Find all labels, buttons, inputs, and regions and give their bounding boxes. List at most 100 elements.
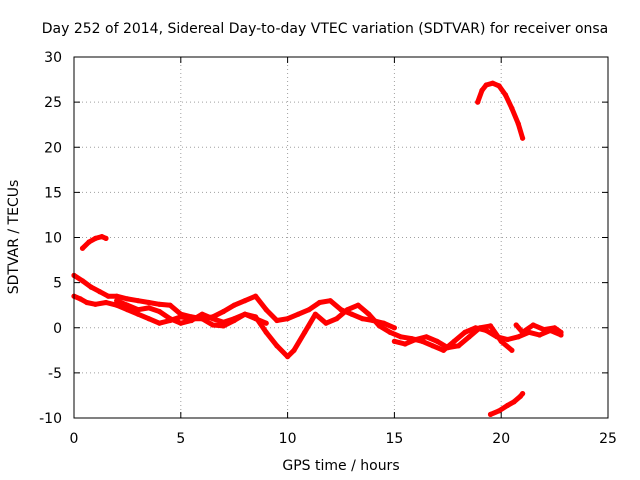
data-point	[487, 411, 494, 417]
data-point	[537, 332, 543, 338]
data-point	[509, 105, 515, 111]
data-point	[263, 307, 269, 313]
data-point	[86, 239, 92, 245]
data-point	[231, 302, 237, 308]
data-point	[520, 391, 526, 397]
data-point	[156, 320, 162, 326]
data-point	[135, 311, 141, 317]
data-point	[511, 399, 517, 405]
data-point	[338, 307, 344, 313]
data-point	[88, 284, 94, 290]
data-point	[552, 325, 558, 331]
y-tick-label: 25	[44, 95, 62, 111]
data-point	[99, 234, 105, 240]
data-point	[285, 316, 291, 322]
data-point	[105, 293, 111, 299]
data-point	[334, 316, 340, 322]
data-point	[124, 302, 130, 308]
y-axis-label: SDTVAR / TECUs	[6, 180, 22, 295]
y-tick-labels: -10 -5 0 5 10 15 20 25 30	[39, 50, 62, 427]
data-point	[509, 347, 515, 353]
data-point	[84, 299, 90, 306]
y-tick-label: 5	[53, 276, 62, 292]
data-point	[317, 299, 323, 306]
data-point	[156, 301, 162, 307]
data-point	[306, 307, 312, 313]
data-point	[505, 336, 511, 343]
y-tick-label: 15	[44, 185, 62, 201]
data-point	[520, 329, 526, 335]
data-point	[398, 334, 404, 340]
data-point	[156, 308, 162, 315]
data-point	[312, 311, 318, 317]
data-point	[496, 83, 502, 89]
y-tick-label: 0	[53, 321, 62, 337]
series-group	[71, 80, 564, 417]
data-point	[462, 329, 468, 335]
data-point	[505, 402, 511, 408]
data-point	[541, 327, 547, 333]
data-point	[381, 320, 387, 326]
data-point	[366, 311, 372, 317]
data-point	[231, 316, 237, 322]
data-point	[146, 305, 152, 311]
data-point	[253, 293, 259, 299]
data-point	[496, 408, 502, 414]
data-point	[430, 343, 436, 349]
data-point	[285, 354, 291, 360]
data-point	[146, 299, 152, 306]
data-point	[146, 316, 152, 322]
data-point	[295, 311, 301, 317]
data-point	[167, 302, 173, 308]
data-point	[402, 341, 408, 347]
chart-title: Day 252 of 2014, Sidereal Day-to-day VTE…	[42, 21, 609, 37]
data-point	[530, 322, 536, 328]
data-point	[487, 323, 494, 329]
data-point	[423, 334, 429, 340]
data-point	[178, 320, 184, 326]
x-axis-label: GPS time / hours	[282, 458, 399, 474]
data-point	[455, 343, 462, 349]
data-point	[477, 325, 483, 331]
data-point	[513, 322, 519, 328]
y-tick-label: 30	[44, 50, 62, 66]
grid	[74, 57, 608, 418]
data-point	[391, 338, 397, 344]
data-point	[253, 316, 259, 322]
data-point	[355, 302, 361, 308]
data-point	[291, 347, 297, 353]
data-point	[97, 289, 103, 295]
data-point	[114, 298, 120, 304]
x-tick-label: 25	[599, 431, 617, 447]
x-tick-label: 0	[70, 431, 79, 447]
data-point	[558, 329, 564, 335]
data-point	[479, 87, 485, 93]
data-point	[92, 301, 98, 307]
data-point	[483, 82, 489, 88]
data-point	[263, 320, 269, 326]
x-tick-label: 10	[279, 431, 297, 447]
x-tick-label: 20	[492, 431, 510, 447]
data-point	[103, 235, 109, 241]
data-point	[79, 278, 86, 284]
y-tick-label: -5	[48, 366, 62, 382]
data-point	[188, 317, 195, 324]
data-point	[114, 293, 120, 299]
y-tick-label: -10	[39, 411, 62, 427]
data-point	[79, 245, 86, 251]
data-point	[77, 296, 83, 302]
data-point	[274, 343, 280, 349]
data-point	[475, 99, 481, 105]
x-tick-labels: 0 5 10 15 20 25	[70, 431, 617, 447]
data-point	[349, 311, 355, 317]
x-tick-label: 15	[385, 431, 403, 447]
data-point	[515, 121, 521, 127]
data-point	[498, 338, 504, 344]
data-point	[391, 325, 397, 331]
data-point	[502, 92, 509, 98]
data-point	[302, 329, 308, 335]
x-tick-label: 5	[176, 431, 185, 447]
data-point	[359, 316, 365, 322]
data-point	[413, 336, 419, 343]
